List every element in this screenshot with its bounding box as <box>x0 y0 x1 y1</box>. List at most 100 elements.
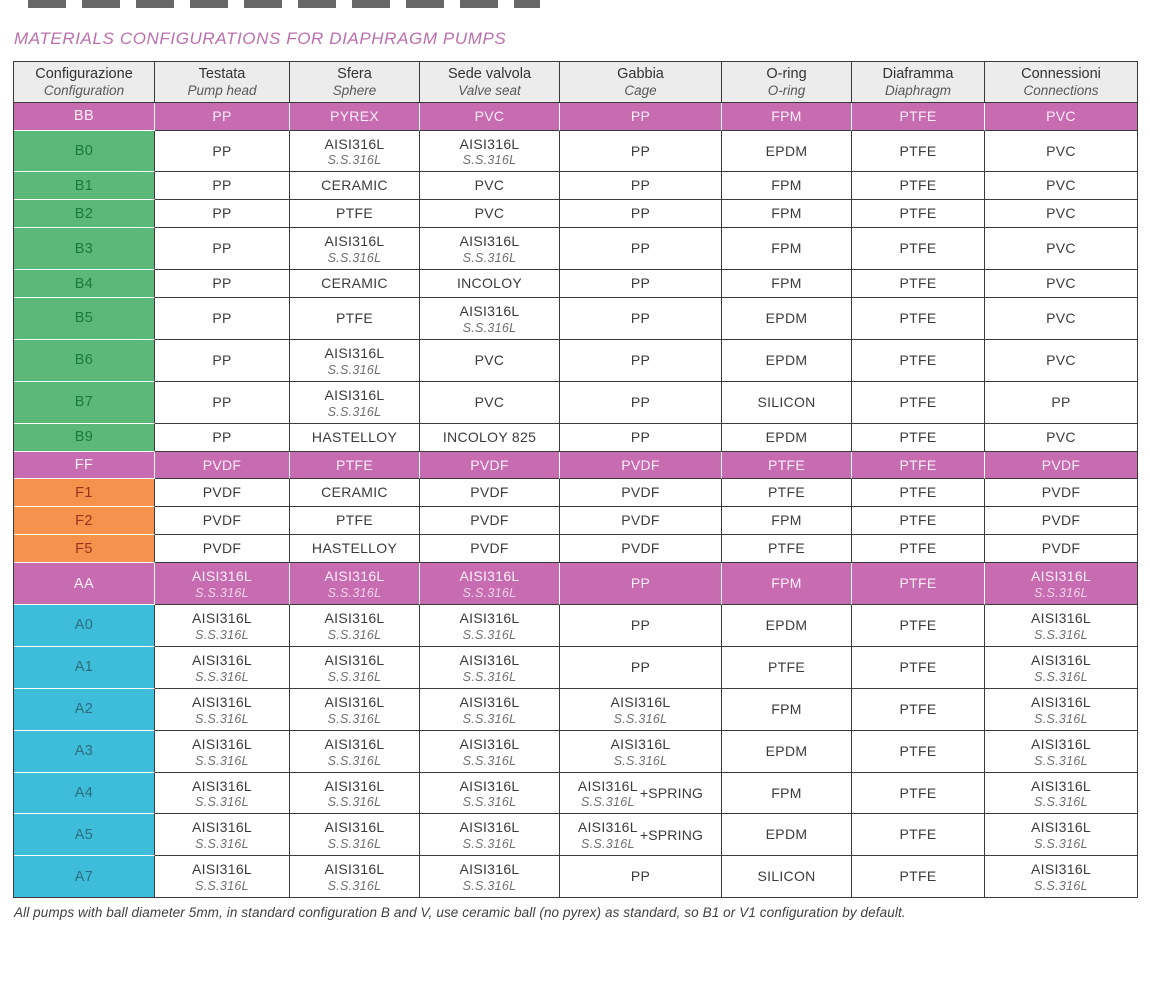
material-cell: PVC <box>985 424 1137 452</box>
material-cell: INCOLOY 825 <box>420 423 560 452</box>
material-cell: PP <box>155 297 290 340</box>
material-value: PTFE <box>899 393 937 410</box>
column-header: Connessioni Connections <box>985 62 1137 103</box>
material-cell: PP <box>155 423 290 452</box>
material-cell: PVDF <box>985 451 1137 480</box>
material-cell: AISI316L S.S.316L <box>420 130 560 173</box>
material-value: PVC <box>1046 309 1076 326</box>
material-value: AISI316L <box>1031 610 1091 626</box>
material-value: PTFE <box>899 107 937 124</box>
material-cell: PTFE <box>852 339 985 382</box>
material-cell: AISI316L S.S.316L <box>155 730 290 773</box>
material-value: AISI316L <box>1031 777 1091 794</box>
material-value: PVDF <box>621 512 660 529</box>
material-value: PTFE <box>768 456 805 473</box>
material-cell: PTFE <box>290 297 420 340</box>
material-value: PP <box>630 351 651 368</box>
material-value: PVDF <box>1041 456 1081 473</box>
material-cell: PVDF <box>155 535 290 564</box>
table-body: BB PP PYREX PVC PP FPM PTFE PVC B0 PP AISI316L S.S.… <box>14 102 1137 898</box>
column-header: Gabbia Cage <box>560 62 722 103</box>
material-value: PVC <box>474 177 505 194</box>
material-cell: PTFE <box>852 535 985 564</box>
material-value: AISI316L <box>459 861 520 878</box>
material-value: PP <box>212 393 232 410</box>
material-cell: AISI316L S.S.316L <box>290 814 420 857</box>
column-header: O-ring O-ring <box>722 62 852 103</box>
material-value: PVC <box>1046 351 1076 368</box>
material-value: AISI316L <box>1031 819 1091 836</box>
material-cell: AISI316L S.S.316L <box>290 339 420 382</box>
config-cell-A1: A1 <box>14 646 155 689</box>
column-header-english: O-ring <box>767 83 806 99</box>
config-cell-B0: B0 <box>14 130 155 173</box>
material-value: PTFE <box>899 456 937 473</box>
spring-suffix: +SPRING <box>639 826 704 843</box>
header-row: Configurazione Configuration Testata Pump h… <box>14 62 1137 103</box>
table-row-B2: B2 PP PTFE PVC PP FPM PTFE PVC <box>14 200 1137 229</box>
material-cell: AISI316L S.S.316L <box>155 856 290 898</box>
material-value: FPM <box>771 240 802 257</box>
material-cell: PP <box>155 381 290 424</box>
material-value: AISI316L <box>459 233 520 250</box>
material-value: AISI316L <box>192 735 252 752</box>
material-subvalue: S.S.316L <box>195 627 249 642</box>
material-value: AISI316L <box>324 777 385 794</box>
material-cell: AISI316L S.S.316L <box>290 130 420 173</box>
material-value: EPDM <box>765 617 808 633</box>
material-cell: AISI316L S.S.316L <box>290 563 420 605</box>
material-cell: CERAMIC <box>290 479 420 508</box>
material-cell: PP <box>560 102 722 131</box>
material-value: PVDF <box>202 484 242 501</box>
material-cell: PP <box>155 228 290 271</box>
column-header-italian: Gabbia <box>617 66 664 82</box>
material-cell: PP <box>155 200 290 229</box>
material-value: PTFE <box>768 658 805 675</box>
material-value: AISI316L <box>324 735 385 752</box>
material-subvalue: S.S.316L <box>462 153 517 168</box>
material-subvalue: S.S.316L <box>580 795 635 810</box>
material-subvalue: S.S.316L <box>195 586 249 600</box>
material-value: PVC <box>474 107 505 124</box>
material-subvalue: S.S.316L <box>462 627 517 642</box>
material-cell: AISI316L S.S.316L <box>560 730 722 773</box>
column-header-english: Configuration <box>43 83 125 99</box>
material-value: PTFE <box>899 484 937 501</box>
table-row-B4: B4 PP CERAMIC INCOLOY PP FPM PTFE PVC <box>14 270 1137 298</box>
footnote: All pumps with ball diameter 5mm, in sta… <box>14 905 906 921</box>
material-value: FPM <box>771 107 802 124</box>
material-value: FPM <box>771 205 802 222</box>
spring-suffix: +SPRING <box>639 785 704 801</box>
material-value: PYREX <box>330 107 379 124</box>
column-header-italian: Configurazione <box>35 66 133 82</box>
material-cell: AISI316L S.S.316L <box>290 228 420 271</box>
cropped-text-remnant <box>28 0 540 8</box>
table-row-A4: A4 AISI316L S.S.316L AISI316L S.S.316L AISI31… <box>14 772 1137 815</box>
material-cell: FPM <box>722 102 852 131</box>
material-cell: PTFE <box>722 646 852 689</box>
material-cell: PVDF <box>420 451 560 480</box>
material-value: PP <box>630 428 651 445</box>
material-cell: PVC <box>420 381 560 424</box>
material-cell: PP <box>560 423 722 452</box>
config-cell-AA: AA <box>14 563 155 605</box>
material-cell: PTFE <box>722 451 852 480</box>
material-value: SILICON <box>757 393 816 410</box>
material-value: PVDF <box>470 512 509 529</box>
material-cell: AISI316L S.S.316L <box>155 814 290 857</box>
material-subvalue: S.S.316L <box>462 711 517 726</box>
table-row-BB: BB PP PYREX PVC PP FPM PTFE PVC <box>14 102 1137 131</box>
column-header-english: Valve seat <box>458 83 521 99</box>
material-subvalue: S.S.316L <box>327 627 382 642</box>
material-value: PP <box>630 617 651 633</box>
material-cell: AISI316L S.S.316L <box>290 772 420 815</box>
material-value: PVDF <box>202 540 242 557</box>
material-value: EPDM <box>765 742 808 759</box>
column-header: Sfera Sphere <box>290 62 420 103</box>
table-row-A7: A7 AISI316L S.S.316L AISI316L S.S.316L AISI31… <box>14 856 1137 898</box>
material-cell: PVDF <box>560 507 722 536</box>
material-value: PP <box>212 240 232 257</box>
material-cell: PTFE <box>852 688 985 731</box>
material-cell: PP <box>560 646 722 689</box>
material-value: AISI316L <box>459 777 520 794</box>
